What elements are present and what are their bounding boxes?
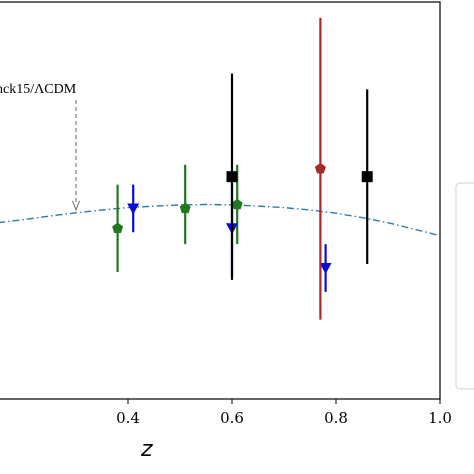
model-curve — [0, 203, 441, 237]
data-point — [361, 89, 373, 265]
x-axis-label: z — [140, 437, 153, 462]
data-point-marker — [361, 171, 373, 183]
annotation-arrowhead — [71, 200, 81, 212]
data-point — [127, 184, 140, 233]
data-point-marker — [319, 262, 332, 274]
x-axis: 0.4 0.6 0.8 1.0 — [116, 399, 452, 427]
x-tick-label: 1.0 — [428, 409, 452, 427]
model-curve-layer — [0, 203, 441, 237]
legend-box — [455, 182, 474, 390]
x-tick-label: 0.8 — [324, 409, 348, 427]
data-point — [226, 73, 238, 280]
data-layer — [112, 17, 373, 320]
x-tick-label: 0.4 — [116, 409, 140, 427]
data-point-marker — [179, 202, 191, 214]
data-point-marker — [231, 198, 243, 210]
annotation: nck15/ΛCDM — [0, 82, 81, 212]
plot-frame — [0, 1, 441, 400]
data-point — [319, 244, 332, 292]
x-tick-label: 0.6 — [220, 409, 244, 427]
annotation-label: nck15/ΛCDM — [0, 82, 77, 97]
data-point — [179, 164, 191, 245]
data-point-marker — [112, 222, 124, 233]
legend — [455, 182, 474, 390]
data-point — [112, 184, 124, 272]
data-point-marker — [314, 162, 326, 174]
data-point-marker — [127, 203, 140, 215]
data-point-marker — [226, 171, 238, 183]
data-point — [314, 17, 326, 320]
